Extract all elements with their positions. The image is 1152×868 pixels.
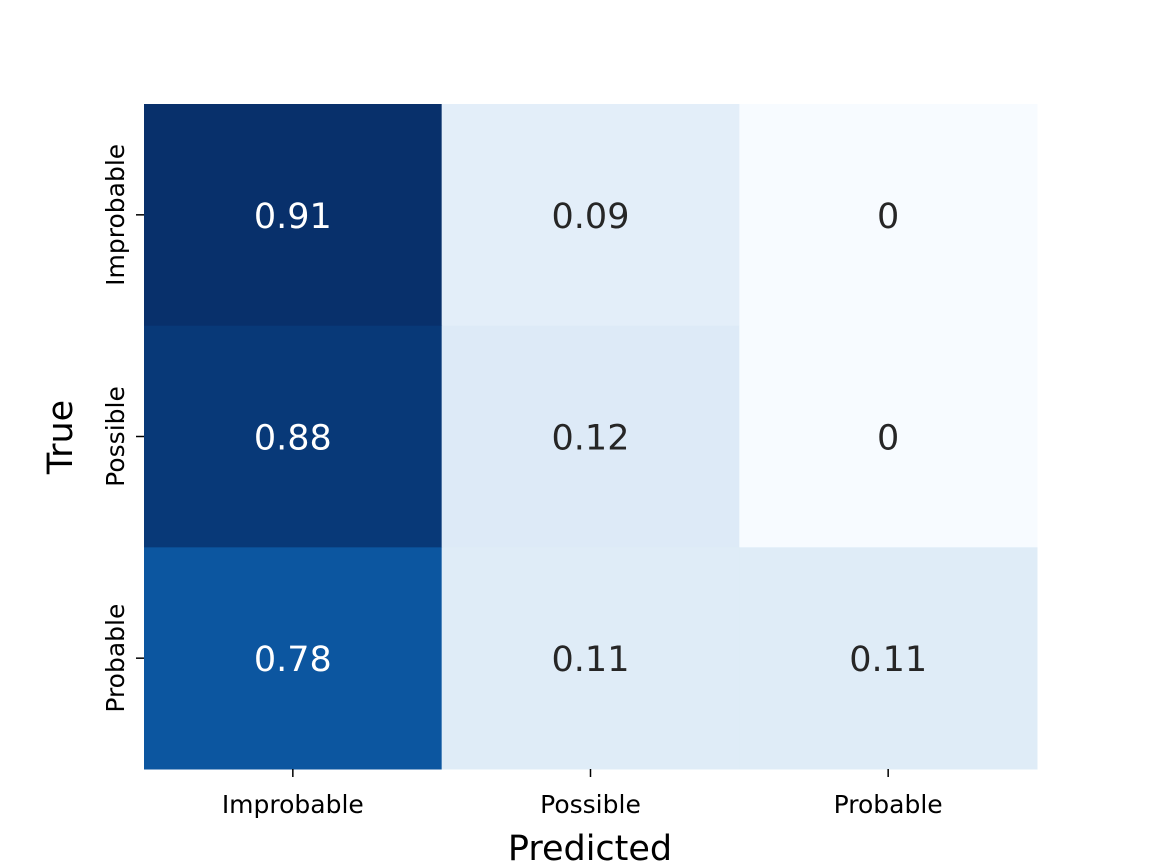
axis-ticks: [136, 214, 889, 777]
tick-labels: Improbable Possible Probable Improbable Poss…: [101, 144, 943, 819]
heatmap-cell-r3-c1: [144, 547, 443, 770]
y-axis-title: True: [41, 400, 81, 475]
cell-value-r3-c1: 0.78: [254, 640, 332, 680]
heatmap-cell-r1-c3: [739, 104, 1038, 327]
x-axis-title: Predicted: [508, 829, 672, 864]
heatmap-cells: 0.91 0.09 0 0.88 0.12 0 0.78 0.11 0.11: [144, 104, 1038, 770]
heatmap-cell-r2-c2: [441, 325, 740, 548]
y-tick-label-possible: Possible: [101, 386, 130, 487]
cell-value-r1-c3: 0: [877, 197, 899, 237]
heatmap-cell-r2-c1: [144, 325, 443, 548]
heatmap-cell-r3-c3: [739, 547, 1038, 770]
heatmap-cell-r3-c2: [441, 547, 740, 770]
heatmap-cell-r1-c1: [144, 104, 443, 327]
cell-value-r2-c1: 0.88: [254, 419, 332, 459]
cell-value-r3-c2: 0.11: [552, 640, 630, 680]
heatmap-cell-r2-c3: [739, 325, 1038, 548]
y-tick-label-improbable: Improbable: [101, 144, 130, 286]
x-tick-label-improbable: Improbable: [222, 790, 364, 819]
cell-value-r2-c2: 0.12: [552, 419, 630, 459]
x-tick-label-possible: Possible: [540, 790, 641, 819]
cell-value-r3-c3: 0.11: [849, 640, 927, 680]
y-tick-label-probable: Probable: [101, 604, 130, 713]
heatmap-cell-r1-c2: [441, 104, 740, 327]
x-tick-label-probable: Probable: [834, 790, 943, 819]
cell-value-r2-c3: 0: [877, 419, 899, 459]
cell-value-r1-c1: 0.91: [254, 197, 332, 237]
cell-value-r1-c2: 0.09: [552, 197, 630, 237]
